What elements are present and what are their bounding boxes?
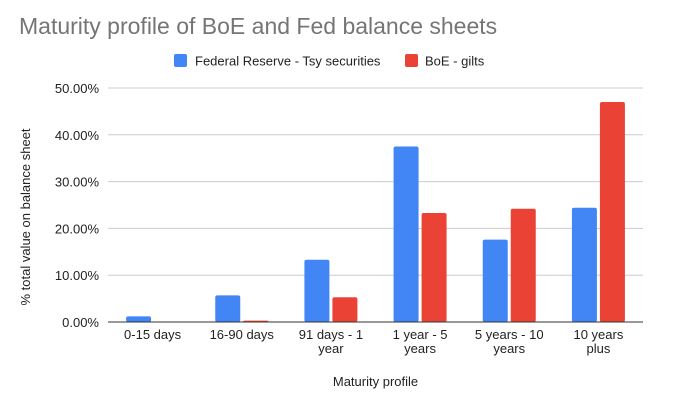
gridlines xyxy=(108,87,643,276)
y-tick-label: 50.00% xyxy=(55,81,100,96)
x-axis-label: Maturity profile xyxy=(333,374,418,389)
bar-boe-5 xyxy=(599,102,625,322)
x-tick-label: 1 year - 5 years xyxy=(393,327,448,356)
y-tick-label: 30.00% xyxy=(55,175,100,190)
bars xyxy=(126,102,625,322)
x-tick-label: 91 days - 1 year xyxy=(299,327,363,356)
x-tick-label: 0-15 days xyxy=(124,327,182,342)
legend-swatch-0 xyxy=(174,54,187,67)
y-tick-label: 20.00% xyxy=(55,221,100,236)
chart-title: Maturity profile of BoE and Fed balance … xyxy=(19,13,498,39)
bar-boe-3 xyxy=(421,212,447,322)
legend-label-1: BoE - gilts xyxy=(425,54,485,69)
bar-boe-2 xyxy=(332,297,358,322)
bar-fed-5 xyxy=(571,207,597,322)
legend-label-0: Federal Reserve - Tsy securities xyxy=(195,54,381,69)
x-axis-ticks: 0-15 days 16-90 days 91 days - 1 year 1 year… xyxy=(124,327,624,356)
bar-fed-0 xyxy=(126,316,152,322)
bar-fed-2 xyxy=(304,259,330,322)
y-axis-ticks: 0.00% 10.00% 20.00% 30.00% 40.00% 50.00% xyxy=(55,81,100,330)
x-tick-label: 16-90 days xyxy=(210,327,275,342)
y-tick-label: 0.00% xyxy=(62,315,99,330)
x-tick-label: 10 years plus xyxy=(573,327,623,356)
y-tick-label: 40.00% xyxy=(55,128,100,143)
legend-swatch-1 xyxy=(405,54,418,67)
y-tick-label: 10.00% xyxy=(55,268,100,283)
bar-fed-1 xyxy=(215,295,241,322)
y-axis-label: % total value on balance sheet xyxy=(18,128,33,305)
legend: Federal Reserve - Tsy securities BoE - gi… xyxy=(174,54,485,69)
bar-fed-3 xyxy=(393,146,419,322)
bar-boe-4 xyxy=(510,208,536,322)
bar-fed-4 xyxy=(482,239,508,322)
x-tick-label: 5 years - 10 years xyxy=(475,327,544,356)
